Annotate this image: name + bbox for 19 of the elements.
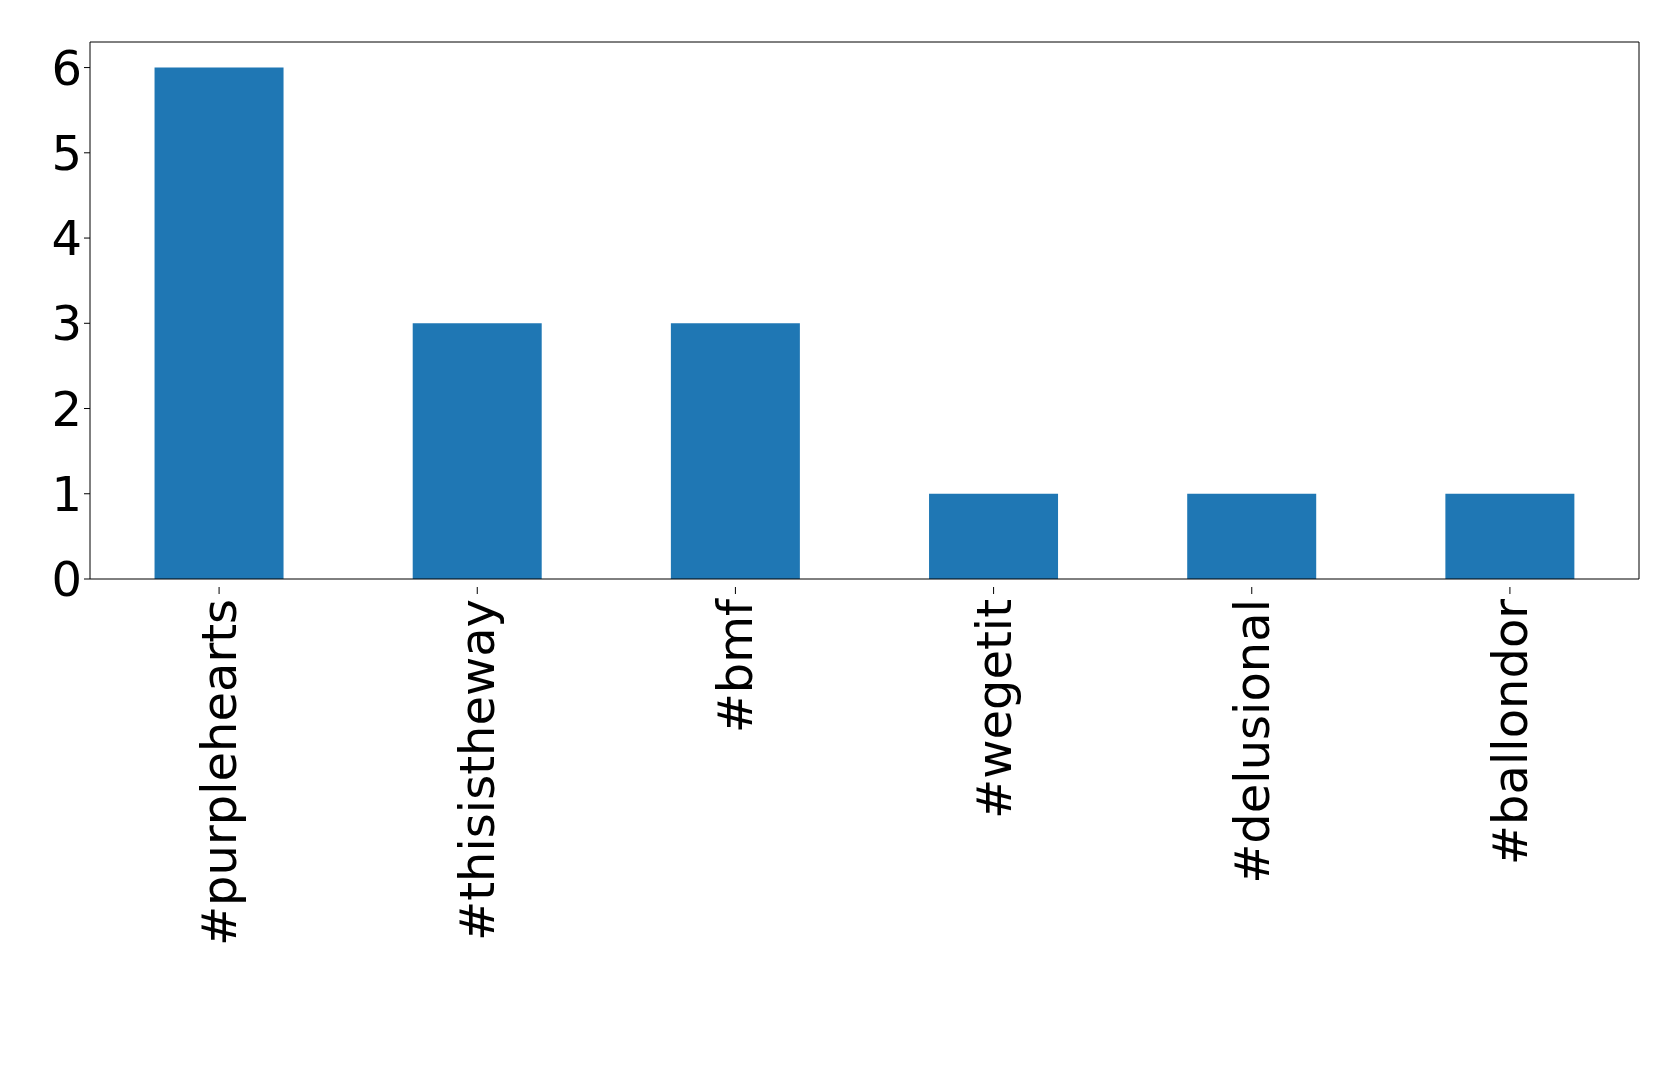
bar (670, 323, 800, 579)
x-tick-label: #delusional (1223, 599, 1280, 884)
y-tick-label: 5 (51, 124, 82, 181)
x-tick-label: #purplehearts (191, 599, 248, 947)
bar (412, 323, 542, 579)
y-tick-label: 2 (51, 380, 82, 437)
y-tick-label: 4 (51, 210, 82, 267)
x-tick-label: #ballondor (1481, 598, 1538, 866)
y-tick-label: 1 (51, 465, 82, 522)
x-tick-label: #thisistheway (449, 599, 506, 941)
bar (1187, 493, 1317, 579)
y-tick-label: 6 (51, 39, 82, 96)
bar (1445, 493, 1575, 579)
x-tick-label: #wegetit (965, 599, 1022, 819)
x-tick-label: #bmf (707, 597, 764, 734)
y-tick-label: 0 (51, 551, 82, 608)
y-tick-label: 3 (51, 295, 82, 352)
bar (154, 67, 284, 579)
bar (929, 493, 1059, 579)
